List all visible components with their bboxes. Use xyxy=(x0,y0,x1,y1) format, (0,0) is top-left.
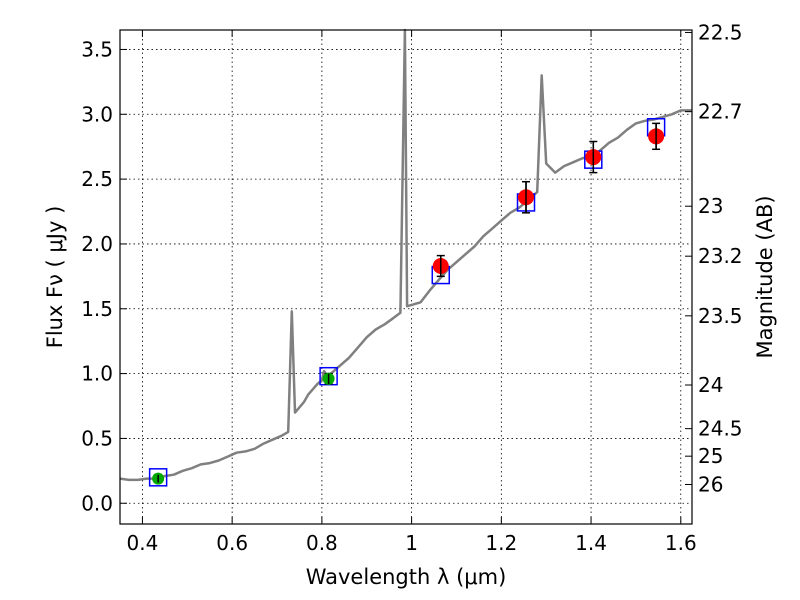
model-point xyxy=(148,468,168,487)
y-tick-label: 3.5 xyxy=(81,37,113,61)
y-tick-label: 3.0 xyxy=(81,102,113,126)
right-tick-label: 25 xyxy=(698,444,723,468)
x-tick-label: 0.6 xyxy=(216,531,248,555)
right-tick-label: 24.5 xyxy=(698,417,743,441)
right-tick-label: 24 xyxy=(698,373,723,397)
axis-ticks: 0.4 0.6 0.8 1 1.2 1.4 1.6 0.0 0.5 1.0 1.5 2.0 2.5 3.0… xyxy=(81,20,742,555)
x-tick-label: 1.2 xyxy=(485,531,517,555)
x-tick-label: 0.8 xyxy=(306,531,338,555)
grid xyxy=(120,30,692,524)
plot-frame xyxy=(119,29,693,525)
y-tick-label: 0.5 xyxy=(81,426,113,450)
y-tick-label: 1.0 xyxy=(81,362,113,386)
right-tick-label: 23.5 xyxy=(698,304,743,328)
right-tick-label: 22.7 xyxy=(698,100,743,124)
right-tick-label: 22.5 xyxy=(698,20,743,44)
x-tick-label: 1 xyxy=(405,531,418,555)
x-tick-label: 1.6 xyxy=(665,531,697,555)
y-tick-label: 2.5 xyxy=(81,167,113,191)
right-tick-label: 26 xyxy=(698,473,723,497)
right-tick-label: 23.2 xyxy=(698,244,743,268)
y-tick-label: 0.0 xyxy=(81,491,113,515)
x-tick-label: 0.4 xyxy=(127,531,159,555)
y-tick-label: 2.0 xyxy=(81,232,113,256)
observation-points-series xyxy=(152,122,665,485)
x-axis-label: Wavelength λ (μm) xyxy=(306,565,507,589)
y-axis-label: Flux Fν ( μJy ) xyxy=(43,206,67,349)
spectrum-series xyxy=(119,28,692,482)
right-tick-label: 23 xyxy=(698,194,723,218)
right-axis-label: Magnitude (AB) xyxy=(753,195,777,358)
x-tick-label: 1.4 xyxy=(575,531,607,555)
spectrum-line xyxy=(119,28,692,482)
y-tick-label: 1.5 xyxy=(81,297,113,321)
